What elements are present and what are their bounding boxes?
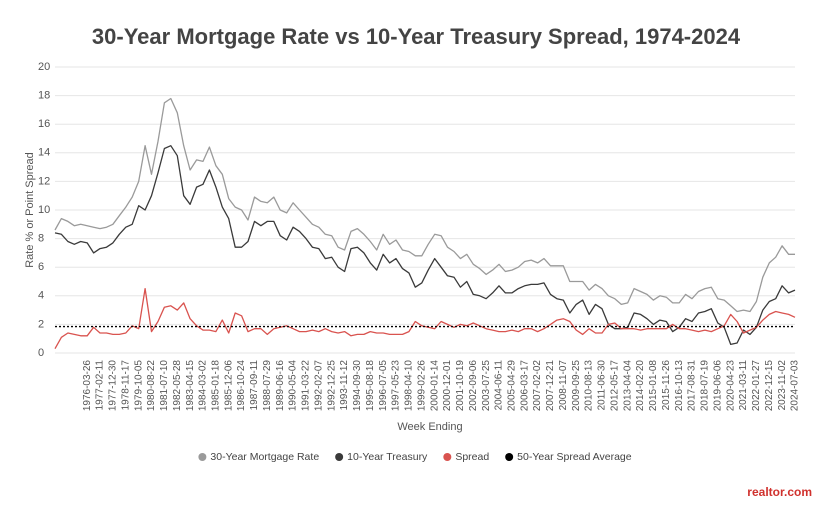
x-tick-label: 2004-06-11	[494, 360, 505, 411]
x-tick-label: 2002-09-06	[468, 360, 479, 412]
y-tick-label: 12	[38, 175, 50, 187]
legend-label: Spread	[455, 451, 489, 463]
x-tick-label: 2015-01-08	[648, 360, 659, 412]
x-tick-label: 2013-04-04	[622, 360, 633, 412]
x-tick-label: 2011-06-30	[597, 360, 608, 411]
x-tick-label: 2007-12-21	[545, 360, 556, 412]
x-tick-label: 2014-02-20	[635, 360, 646, 412]
y-tick-label: 8	[38, 233, 44, 245]
x-tick-label: 1977-12-30	[108, 360, 119, 412]
x-tick-label: 1985-01-18	[211, 360, 222, 412]
logo: realtor.com	[747, 485, 812, 499]
x-tick-label: 2012-05-17	[609, 360, 620, 412]
x-tick-label: 2018-07-19	[700, 360, 711, 412]
x-tick-label: 1980-08-22	[146, 360, 157, 412]
x-tick-label: 1999-02-26	[416, 360, 427, 412]
x-tick-label: 1997-05-23	[391, 360, 402, 412]
x-tick-label: 2006-03-17	[519, 360, 530, 412]
x-tick-label: 2021-03-11	[738, 360, 749, 411]
x-tick-label: 1992-12-25	[326, 360, 337, 412]
x-tick-label: 1985-12-06	[223, 360, 234, 412]
x-tick-label: 2005-04-29	[507, 360, 518, 412]
legend-label: 30-Year Mortgage Rate	[210, 451, 319, 463]
x-tick-label: 1993-11-12	[339, 360, 350, 411]
x-tick-label: 1992-02-07	[313, 360, 324, 412]
x-tick-label: 1984-03-02	[198, 360, 209, 412]
chart-title: 30-Year Mortgage Rate vs 10-Year Treasur…	[92, 24, 741, 49]
y-tick-label: 16	[38, 118, 50, 130]
x-tick-label: 2017-08-31	[687, 360, 698, 412]
legend-marker	[335, 453, 344, 461]
x-tick-label: 2010-08-13	[584, 360, 595, 412]
x-tick-label: 2024-07-03	[790, 360, 801, 412]
x-tick-label: 1976-03-26	[82, 360, 93, 412]
x-tick-label: 1981-07-10	[159, 360, 170, 412]
legend-marker	[443, 453, 452, 461]
x-tick-label: 2001-10-19	[455, 360, 466, 412]
x-axis-title: Week Ending	[397, 421, 462, 433]
x-tick-label: 1991-03-22	[301, 360, 312, 412]
x-tick-label: 1989-06-16	[275, 360, 286, 412]
x-tick-label: 1998-04-10	[404, 360, 415, 412]
x-tick-label: 2009-09-25	[571, 360, 582, 412]
x-tick-label: 2022-12-15	[764, 360, 775, 412]
y-tick-label: 2	[38, 318, 44, 330]
legend-label: 50-Year Spread Average	[517, 451, 632, 463]
legend-marker	[198, 453, 207, 461]
x-tick-label: 1990-05-04	[288, 360, 299, 412]
line-series	[54, 145, 796, 346]
y-tick-label: 6	[38, 261, 44, 273]
x-tick-label: 1995-08-18	[365, 360, 376, 412]
x-tick-label: 2023-11-02	[777, 360, 788, 411]
x-tick-label: 2008-11-07	[558, 360, 569, 411]
x-tick-label: 2007-02-02	[532, 360, 543, 412]
x-tick-label: 1977-02-11	[95, 360, 106, 411]
y-tick-label: 20	[38, 61, 50, 73]
y-tick-label: 10	[38, 204, 50, 216]
x-tick-label: 1996-07-05	[378, 360, 389, 412]
line-series	[54, 97, 795, 313]
x-tick-label: 2020-04-23	[725, 360, 736, 412]
x-tick-label: 1983-04-15	[185, 360, 196, 412]
x-tick-label: 1982-05-28	[172, 360, 183, 412]
y-tick-label: 18	[38, 90, 50, 102]
y-tick-label: 4	[38, 290, 44, 302]
x-tick-label: 1978-11-17	[120, 360, 131, 411]
x-tick-label: 2003-07-25	[481, 360, 492, 412]
x-tick-label: 2016-10-13	[674, 360, 685, 412]
x-tick-label: 1979-10-05	[133, 360, 144, 412]
y-axis-title: Rate % or Point Spread	[24, 152, 36, 268]
x-tick-label: 2000-12-01	[442, 360, 453, 412]
x-tick-label: 2000-01-14	[429, 360, 440, 412]
x-tick-label: 1988-07-29	[262, 360, 273, 412]
x-tick-label: 1994-09-30	[352, 360, 363, 412]
y-tick-label: 14	[38, 147, 50, 159]
legend-marker	[505, 453, 514, 461]
x-tick-label: 1987-09-11	[249, 360, 260, 411]
x-tick-label: 1986-10-24	[236, 360, 247, 412]
x-tick-label: 2022-01-27	[751, 360, 762, 412]
x-tick-label: 2019-06-06	[712, 360, 723, 412]
y-tick-label: 0	[38, 347, 44, 359]
x-tick-label: 2015-11-26	[661, 360, 672, 411]
legend-label: 10-Year Treasury	[347, 451, 428, 463]
line-series	[54, 287, 796, 350]
